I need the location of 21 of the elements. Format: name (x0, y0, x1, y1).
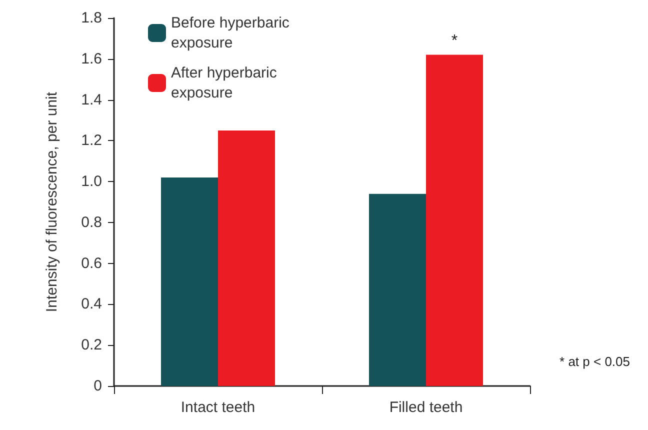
annotation: * (451, 32, 458, 50)
y-tick-label: 1.8 (81, 10, 102, 26)
y-tick-label: 0.6 (81, 254, 102, 272)
y-tick-label: 0.8 (81, 214, 102, 231)
y-tick-label: 0.4 (81, 296, 102, 313)
y-tick-label: 1.2 (81, 132, 102, 150)
y-tick-label: 1.6 (81, 50, 102, 68)
bar (426, 54, 483, 386)
bar (218, 130, 275, 386)
x-tick-label: Filled teeth (389, 399, 463, 416)
x-tick-label: Intact teeth (180, 399, 256, 416)
y-tick-label: 1.0 (81, 173, 102, 190)
y-tick-label: 1.4 (81, 91, 102, 108)
bar (369, 194, 426, 386)
y-axis-title: Intensity of fluorescence, per unit (44, 91, 60, 312)
legend-label: After hyperbaric exposure (171, 64, 282, 102)
text: * at p < 0.05 (560, 354, 630, 369)
y-tick-label: 0 (94, 378, 102, 394)
y-tick-label: 0.2 (81, 336, 102, 354)
bar (161, 177, 218, 386)
legend-label: Before hyperbaric exposure (171, 14, 294, 52)
